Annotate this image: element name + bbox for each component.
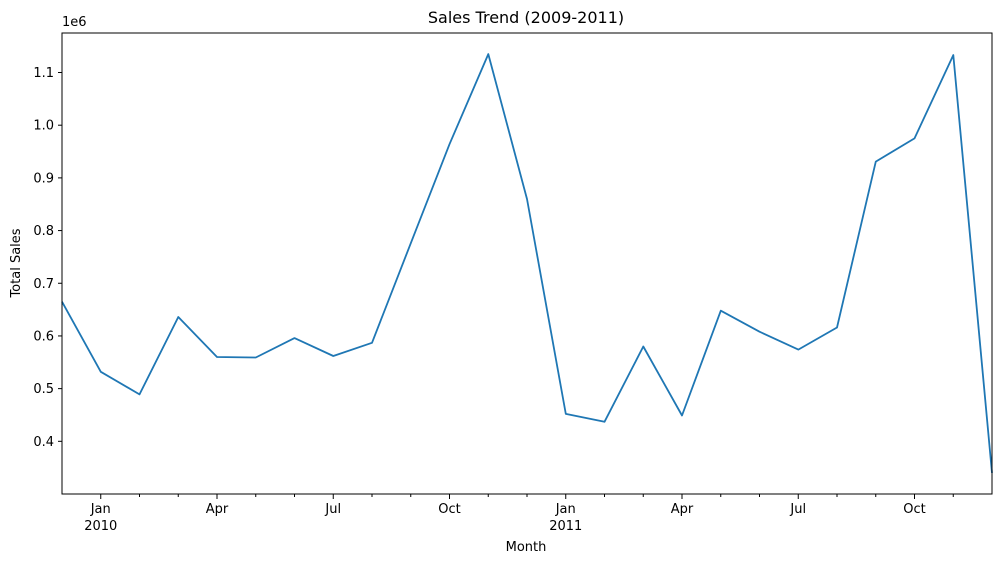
x-tick-label: Jul: [789, 502, 806, 517]
y-axis: 0.4 0.5 0.6 0.7 0.8 0.9 1.0 1.1: [33, 66, 62, 450]
data-points: [61, 53, 993, 474]
y-tick-label: 1.1: [33, 66, 54, 81]
y-tick-label: 0.6: [33, 329, 54, 344]
x-year-label: 2010: [84, 519, 117, 534]
x-tick-label: Jul: [324, 502, 341, 517]
x-tick-label: Jan: [90, 502, 111, 517]
x-tick-label: Oct: [903, 502, 925, 517]
x-tick-label: Oct: [438, 502, 460, 517]
x-tick-label: Jan: [555, 502, 576, 517]
y-tick-label: 0.5: [33, 382, 54, 397]
plot-frame: [61, 32, 993, 495]
x-tick-label: Apr: [206, 502, 229, 517]
x-tick-label: Apr: [671, 502, 694, 517]
x-axis: Jan 2010 Apr Jul Oct Jan 2011 Apr Jul Oct: [84, 494, 954, 534]
sales-series-line: [61, 53, 993, 473]
y-tick-label: 0.9: [33, 171, 54, 186]
y-tick-label: 0.7: [33, 277, 54, 292]
y-offset-label: 1e6: [62, 15, 87, 30]
y-tick-label: 1.0: [33, 119, 54, 134]
chart-title: Sales Trend (2009-2011): [428, 8, 624, 27]
y-tick-label: 0.4: [33, 435, 54, 450]
x-axis-title: Month: [506, 540, 547, 555]
x-year-label: 2011: [549, 519, 582, 534]
y-tick-label: 0.8: [33, 224, 54, 239]
y-axis-title: Total Sales: [9, 228, 24, 298]
